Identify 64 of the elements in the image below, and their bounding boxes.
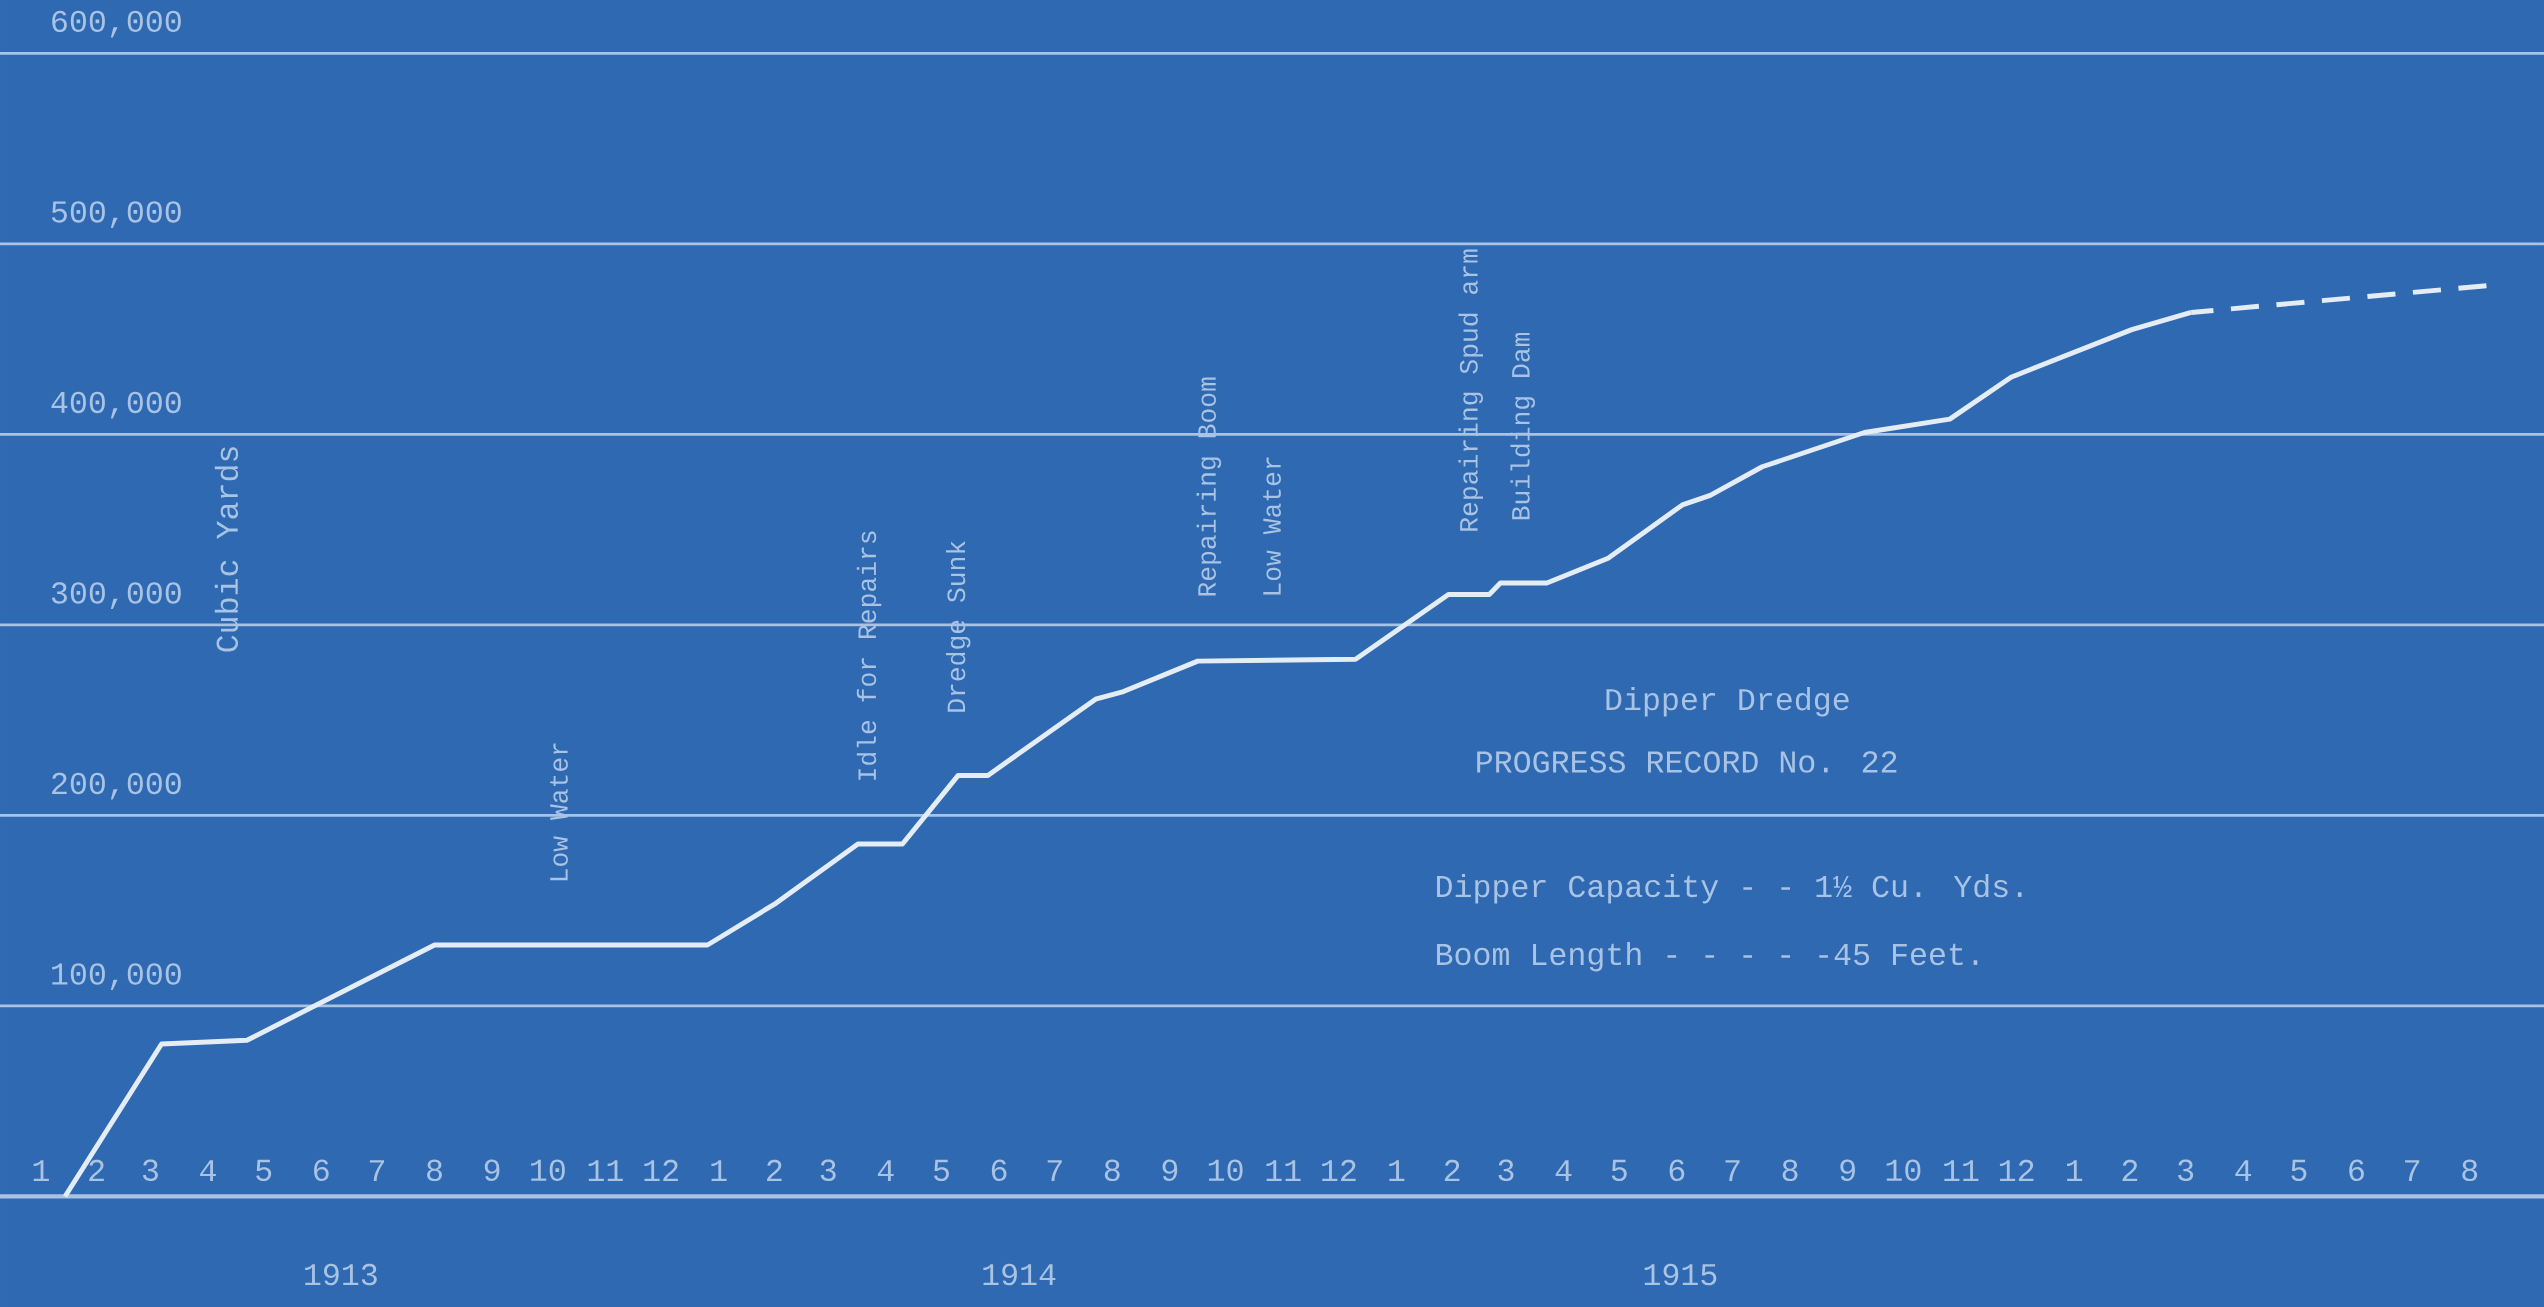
x-tick-label: 11 xyxy=(1266,1160,1301,1182)
x-tick-label: 5 xyxy=(933,1159,949,1182)
text: Dipper Dredge xyxy=(1606,687,1849,717)
annotation: Dipper Capacity - - 1½ Cu. Yds. xyxy=(1437,873,2022,904)
x-tick-label: 6 xyxy=(991,1159,1007,1182)
annotation: 1915 xyxy=(1644,1263,1717,1286)
x-tick-label: 2 xyxy=(767,1159,782,1182)
x-tick-label: 5 xyxy=(2291,1159,2307,1182)
x-tick-label: 11 xyxy=(588,1160,623,1182)
annotation: Low Water xyxy=(1263,457,1281,595)
x-tick-label: 8 xyxy=(1104,1159,1120,1182)
annotation: Boom Length - - - - -45 Feet. xyxy=(1437,941,1978,972)
y-tick-label: 100,000 xyxy=(52,963,181,991)
x-tick-label: 4 xyxy=(1555,1160,1572,1182)
x-tick-label: 11 xyxy=(1944,1160,1979,1182)
x-tick-label: 7 xyxy=(2405,1160,2420,1182)
annotation: Idle for Repairs xyxy=(856,531,882,780)
x-tick-label: 4 xyxy=(2235,1160,2252,1182)
x-tick-label: 10 xyxy=(531,1159,565,1182)
annotation: Repairing Boom xyxy=(1196,377,1222,596)
x-tick-label: 2 xyxy=(89,1159,104,1182)
x-tick-label: 9 xyxy=(484,1159,500,1182)
x-tick-label: 1 xyxy=(33,1160,49,1182)
x-tick-label: 7 xyxy=(369,1160,385,1182)
annotation: 1914 xyxy=(983,1263,1056,1286)
annotation: Dredge Sunk xyxy=(945,541,971,712)
x-tick-label: 7 xyxy=(1047,1160,1062,1182)
x-tick-label: 2 xyxy=(2122,1159,2138,1182)
y-tick-label: 600,000 xyxy=(52,10,181,38)
x-tick-label: 10 xyxy=(1886,1159,1921,1182)
annotation: Repairing Spud arm xyxy=(1458,249,1483,531)
x-tick-label: 3 xyxy=(2178,1159,2194,1182)
y-tick-label: 200,000 xyxy=(52,772,181,800)
y-tick-label: 500,000 xyxy=(51,201,181,228)
y-axis-title: Cubic Yards xyxy=(214,447,239,652)
annotation: 1913 xyxy=(305,1263,377,1286)
x-tick-label: 8 xyxy=(2462,1159,2478,1182)
x-tick-label: 5 xyxy=(1611,1159,1627,1182)
x-tick-label: 3 xyxy=(142,1159,158,1182)
x-tick-label: 8 xyxy=(427,1159,442,1182)
annotation: Low Water xyxy=(550,743,568,881)
x-tick-label: 4 xyxy=(877,1160,894,1182)
x-tick-label: 3 xyxy=(820,1159,836,1182)
x-tick-label: 3 xyxy=(1498,1159,1514,1182)
x-tick-label: 5 xyxy=(256,1159,272,1182)
x-tick-label: 12 xyxy=(1322,1159,1356,1182)
x-tick-label: 10 xyxy=(1208,1159,1243,1182)
x-tick-label: 9 xyxy=(1162,1159,1178,1182)
y-tick-label: 300,000 xyxy=(51,582,181,609)
x-tick-label: 6 xyxy=(314,1159,329,1182)
y-tick-label: 400,000 xyxy=(51,391,181,419)
x-tick-label: 12 xyxy=(1999,1159,2034,1182)
text: PROGRESS RECORD No. 22 xyxy=(1477,751,1897,773)
x-tick-label: 1 xyxy=(1389,1160,1405,1182)
x-tick-label: 2 xyxy=(1444,1159,1460,1182)
x-tick-label: 7 xyxy=(1725,1160,1740,1182)
x-tick-label: 8 xyxy=(1782,1159,1798,1182)
x-tick-label: 6 xyxy=(2349,1159,2364,1182)
x-tick-label: 1 xyxy=(711,1160,727,1182)
x-tick-label: 9 xyxy=(1840,1159,1855,1182)
x-tick-label: 6 xyxy=(1669,1159,1685,1182)
x-tick-label: 4 xyxy=(200,1160,216,1182)
x-tick-label: 12 xyxy=(644,1159,678,1182)
x-tick-label: 1 xyxy=(2066,1160,2083,1182)
